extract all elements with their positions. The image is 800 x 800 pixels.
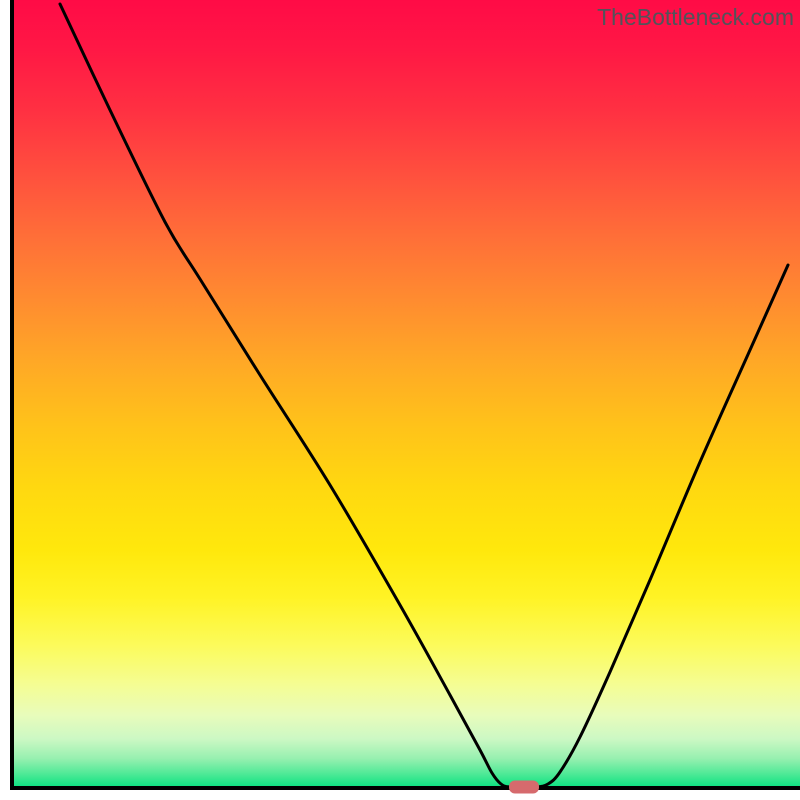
chart-svg [0,0,800,800]
bottleneck-chart: TheBottleneck.com [0,0,800,800]
watermark-text: TheBottleneck.com [597,4,794,31]
gradient-fill [14,0,800,786]
optimum-marker [509,781,539,794]
